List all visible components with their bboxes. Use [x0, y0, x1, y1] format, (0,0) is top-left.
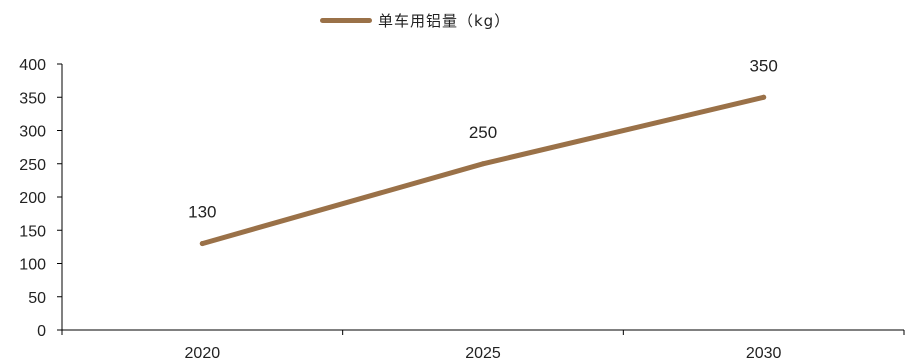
- y-tick-label: 200: [19, 190, 46, 207]
- series-line: [199, 94, 767, 247]
- y-tick-label: 400: [19, 57, 46, 74]
- data-label: 350: [749, 56, 777, 75]
- data-label: 130: [188, 203, 216, 222]
- x-tick-label: 2030: [746, 345, 782, 362]
- x-tick-label: 2020: [185, 345, 221, 362]
- data-label: 250: [469, 123, 497, 142]
- y-tick-label: 250: [19, 157, 46, 174]
- legend: 单车用铝量（kg）: [320, 10, 510, 31]
- data-point: [761, 94, 767, 100]
- legend-swatch: [320, 18, 372, 23]
- data-point: [480, 161, 486, 167]
- y-tick-label: 350: [19, 90, 46, 107]
- y-tick-label: 100: [19, 257, 46, 274]
- y-tick-label: 50: [28, 290, 46, 307]
- data-point: [199, 241, 205, 247]
- y-tick-label: 0: [37, 323, 46, 340]
- y-tick-label: 300: [19, 124, 46, 141]
- legend-label: 单车用铝量（kg）: [378, 12, 511, 30]
- y-tick-label: 150: [19, 223, 46, 240]
- x-tick-label: 2025: [465, 345, 501, 362]
